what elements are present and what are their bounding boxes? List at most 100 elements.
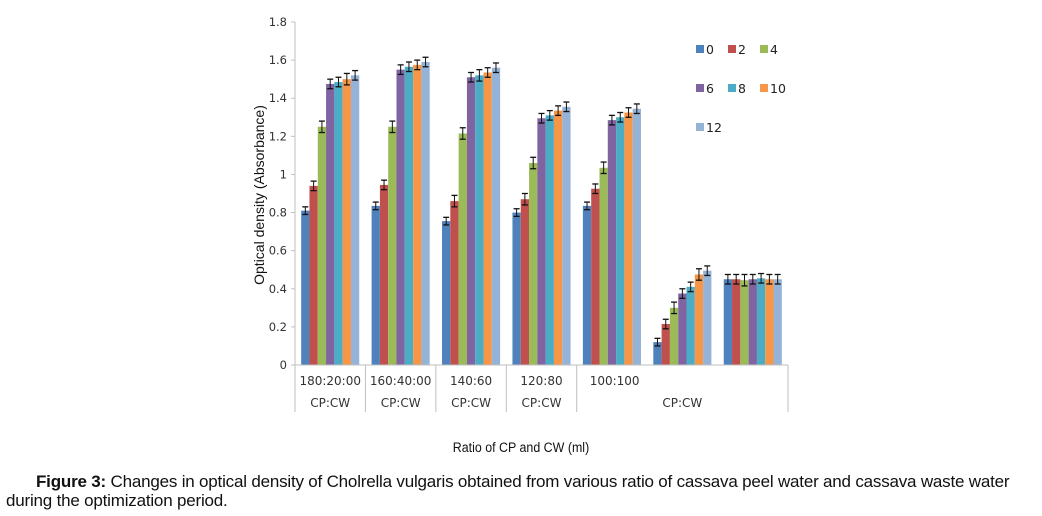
error-bar-series-0-cat-6 xyxy=(724,273,731,285)
bar-series-12-cat-6 xyxy=(773,279,782,365)
bar-series-10-cat-3 xyxy=(553,110,563,365)
bar-series-10-cat-5 xyxy=(694,274,704,365)
bar-series-10-cat-2 xyxy=(483,72,492,365)
legend-swatch xyxy=(728,45,736,53)
category-unit-label: CP:CW xyxy=(522,396,562,410)
legend-label: 12 xyxy=(706,120,722,135)
error-bar-series-0-cat-0 xyxy=(302,206,309,216)
category-ratio-label: 120:80 xyxy=(520,374,562,388)
bar-series-0-cat-3 xyxy=(512,212,521,365)
bar-series-4-cat-2 xyxy=(458,133,467,365)
bar-series-12-cat-3 xyxy=(562,106,571,365)
error-bar-series-12-cat-2 xyxy=(492,62,499,74)
bar-series-6-cat-1 xyxy=(396,69,405,365)
legend-item-0: 0 xyxy=(696,42,714,57)
caption-text: Changes in optical density of Cholrella … xyxy=(6,472,1010,510)
bar-series-10-cat-1 xyxy=(413,64,422,365)
error-bar-series-6-cat-1 xyxy=(397,64,404,76)
error-bars xyxy=(302,56,781,347)
legend-swatch xyxy=(696,123,704,131)
error-bar-series-12-cat-6 xyxy=(774,273,781,285)
error-bar-series-2-cat-0 xyxy=(310,180,317,192)
bar-series-10-cat-6 xyxy=(765,279,774,365)
bar-series-10-cat-4 xyxy=(624,112,633,365)
error-bar-series-4-cat-4 xyxy=(600,161,607,175)
bar-series-2-cat-3 xyxy=(520,199,530,365)
bar-series-6-cat-2 xyxy=(466,77,476,365)
y-tick-label: 0 xyxy=(280,358,287,372)
bars xyxy=(301,62,782,366)
error-bar-series-2-cat-3 xyxy=(521,192,528,206)
caption-label: Figure 3: xyxy=(36,472,106,491)
bar-series-4-cat-3 xyxy=(529,163,538,365)
bar-series-6-cat-6 xyxy=(748,279,757,365)
legend-item-12: 12 xyxy=(696,120,722,135)
bar-series-4-cat-0 xyxy=(317,126,327,365)
category-ratio-label: 180:20:00 xyxy=(299,374,361,388)
legend-swatch xyxy=(696,84,704,92)
category-unit-label: CP:CW xyxy=(381,396,421,410)
y-tick-label: 0.8 xyxy=(269,206,287,220)
error-bar-series-0-cat-3 xyxy=(513,208,520,218)
error-bar-series-10-cat-3 xyxy=(555,105,562,117)
bar-chart: 0 0.2 0.4 0.6 0.8 1 1.2 1.4 1.6 1.8 180:20:00 CP:C… xyxy=(251,15,789,412)
error-bar-series-8-cat-2 xyxy=(476,68,483,82)
bar-series-6-cat-4 xyxy=(607,120,617,365)
y-tick-label: 1.6 xyxy=(269,53,287,67)
error-bar-series-4-cat-1 xyxy=(389,120,396,134)
bar-series-4-cat-6 xyxy=(740,280,749,365)
bar-series-2-cat-5 xyxy=(661,324,670,365)
error-bar-series-2-cat-5 xyxy=(662,318,669,330)
y-tick-label: 1.2 xyxy=(269,129,287,143)
bar-series-4-cat-4 xyxy=(599,167,608,365)
error-bar-series-0-cat-4 xyxy=(584,201,591,211)
bar-series-8-cat-3 xyxy=(545,115,554,365)
category-ratio-label: 140:60 xyxy=(450,374,492,388)
bar-series-2-cat-6 xyxy=(732,279,741,365)
legend-item-10: 10 xyxy=(760,81,786,96)
bar-series-12-cat-1 xyxy=(421,62,430,366)
legend-label: 6 xyxy=(706,81,714,96)
legend: 0 2 4 6 8 10 12 xyxy=(696,42,786,135)
error-bar-series-4-cat-5 xyxy=(671,301,678,315)
bar-series-12-cat-0 xyxy=(350,75,360,365)
y-tick-label: 1 xyxy=(280,167,287,181)
bar-series-6-cat-5 xyxy=(678,293,687,365)
error-bar-series-12-cat-0 xyxy=(352,69,359,81)
bar-series-0-cat-6 xyxy=(723,279,733,365)
bar-series-6-cat-3 xyxy=(537,118,546,365)
bar-series-0-cat-2 xyxy=(442,221,451,365)
error-bar-series-8-cat-5 xyxy=(687,281,694,293)
error-bar-series-10-cat-1 xyxy=(414,59,421,71)
bar-series-2-cat-2 xyxy=(450,201,459,365)
legend-item-4: 4 xyxy=(760,42,778,57)
bar-series-4-cat-5 xyxy=(669,307,679,365)
error-bar-series-2-cat-2 xyxy=(451,194,458,208)
y-axis-label: Optical density (Absorbance) xyxy=(251,105,267,285)
bar-series-8-cat-5 xyxy=(686,286,695,365)
error-bar-series-8-cat-1 xyxy=(405,61,412,73)
y-tick-label: 0.2 xyxy=(269,320,287,334)
bar-series-2-cat-4 xyxy=(591,188,600,365)
error-bar-series-2-cat-6 xyxy=(733,273,740,285)
bar-series-8-cat-2 xyxy=(475,75,484,365)
y-tick-label: 0.6 xyxy=(269,244,287,258)
error-bar-series-10-cat-2 xyxy=(484,67,491,78)
error-bar-series-8-cat-0 xyxy=(335,76,342,88)
legend-swatch xyxy=(760,45,768,53)
y-tick-label: 1.8 xyxy=(269,15,287,29)
error-bar-series-12-cat-4 xyxy=(633,103,640,115)
legend-swatch xyxy=(728,84,736,92)
bar-series-8-cat-6 xyxy=(756,278,766,365)
bar-series-0-cat-4 xyxy=(582,205,592,365)
error-bar-series-0-cat-1 xyxy=(372,201,379,211)
error-bar-series-6-cat-2 xyxy=(468,71,475,83)
legend-label: 0 xyxy=(706,42,714,57)
error-bar-series-6-cat-4 xyxy=(608,114,615,126)
error-bar-series-8-cat-6 xyxy=(758,272,765,284)
bar-series-12-cat-4 xyxy=(632,108,641,366)
error-bar-series-0-cat-2 xyxy=(443,216,450,226)
bar-series-4-cat-1 xyxy=(388,126,397,365)
figure-caption: Figure 3: Changes in optical density of … xyxy=(6,472,1036,510)
error-bar-series-6-cat-3 xyxy=(538,112,545,124)
